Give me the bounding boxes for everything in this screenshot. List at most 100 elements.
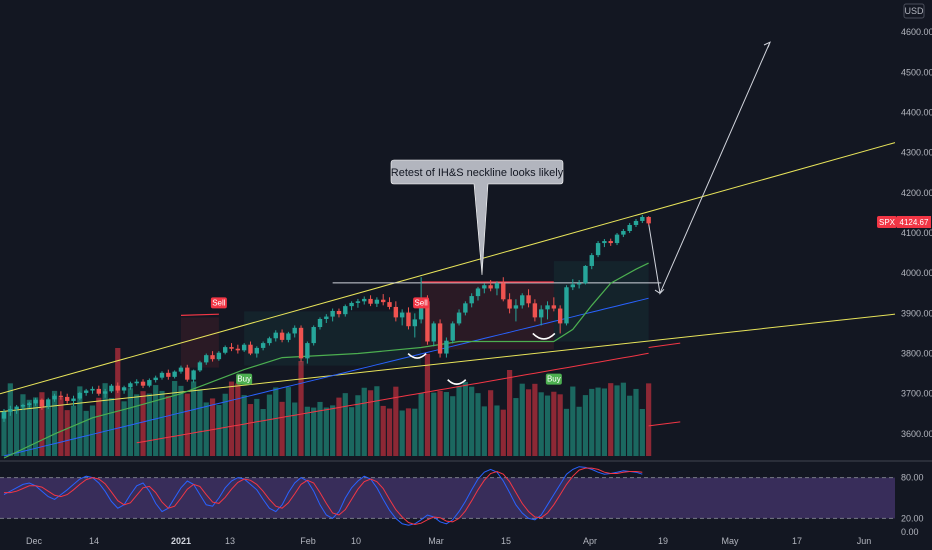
time-tick-label: 2021	[171, 536, 191, 546]
time-tick-label: Jun	[857, 536, 872, 546]
volume-bar	[26, 399, 32, 456]
volume-bar	[184, 393, 190, 456]
time-tick-label: Apr	[583, 536, 597, 546]
volume-bar	[58, 397, 64, 456]
upper-channel-line	[0, 142, 896, 395]
volume-bar	[33, 397, 39, 456]
volume-bar	[614, 385, 620, 456]
price-tick-label: 3600.00	[901, 429, 932, 439]
time-tick-label: Dec	[26, 536, 43, 546]
volume-bar	[532, 383, 538, 456]
candle-body	[475, 288, 481, 297]
candle-body	[608, 241, 613, 244]
volume-bar	[431, 392, 437, 456]
candle-body	[241, 344, 247, 351]
candle-body	[456, 312, 462, 324]
candle-body	[317, 318, 323, 328]
candle-body	[539, 309, 544, 318]
volume-bar	[323, 407, 329, 456]
candle-body	[115, 385, 120, 391]
price-tick-label: 4200.00	[901, 188, 932, 198]
time-tick-label: 15	[501, 536, 511, 546]
volume-bar	[70, 405, 77, 456]
price-tick-label: 3700.00	[901, 389, 932, 399]
annotations: Sell Buy Sell Buy Retest of IH&S neckline lo…	[210, 159, 564, 385]
volume-bar	[627, 395, 633, 456]
candle-body	[387, 302, 392, 307]
candle-body	[583, 265, 588, 284]
candle-body	[46, 399, 51, 407]
candle-body	[267, 338, 272, 344]
candle-body	[513, 305, 519, 309]
candle-body	[96, 388, 101, 394]
oscillator-d-line	[4, 467, 643, 526]
volume-bar	[361, 387, 367, 456]
candle-body	[324, 316, 329, 319]
red-ma-segment	[648, 342, 681, 348]
last-price-box	[897, 216, 931, 228]
volume-bar	[96, 397, 102, 456]
candle-body	[412, 319, 417, 327]
oscillator-tick-label: 20.00	[901, 513, 924, 523]
volume-bar	[557, 394, 563, 456]
candle-body	[235, 348, 241, 351]
candles	[1, 214, 651, 422]
candle-body	[520, 295, 525, 306]
volume-bar	[424, 354, 431, 456]
volume-bar	[481, 406, 487, 456]
volume-bar	[608, 383, 614, 456]
candle-body	[134, 381, 139, 384]
candle-body	[197, 362, 203, 371]
candle-body	[431, 323, 436, 342]
candle-body	[564, 287, 569, 324]
time-tick-label: 10	[351, 536, 361, 546]
candle-body	[71, 398, 76, 401]
volume-bar	[89, 405, 96, 456]
candle-body	[640, 216, 645, 221]
volume-bar	[317, 401, 323, 456]
candle-body	[570, 284, 575, 288]
volume-bar	[121, 401, 127, 456]
volume-bar	[399, 410, 405, 456]
trend-lines	[0, 41, 896, 459]
volume-bar	[222, 393, 228, 456]
candle-body	[545, 305, 550, 310]
oscillator-k-line	[3, 466, 643, 526]
volume-bar	[77, 386, 83, 456]
candle-body	[90, 388, 95, 391]
price-tick-label: 3900.00	[901, 308, 932, 318]
price-tick-label: 4100.00	[901, 228, 932, 238]
candle-body	[292, 327, 297, 334]
time-tick-label: 14	[89, 536, 99, 546]
volume-bar	[102, 383, 108, 456]
candle-body	[39, 399, 45, 407]
candle-body	[551, 305, 557, 309]
currency-badge[interactable]: USD	[903, 3, 925, 19]
lower-channel-line	[0, 313, 896, 413]
volume-bar	[108, 397, 115, 456]
candle-body	[576, 283, 582, 285]
volume-bar	[45, 406, 51, 456]
candle-body	[216, 352, 222, 360]
volume-bar	[538, 392, 544, 456]
candle-body	[399, 312, 405, 318]
volume-bar	[418, 393, 424, 456]
volume-bar	[469, 386, 475, 456]
volume-bar	[165, 395, 171, 456]
volume-bar	[456, 386, 462, 456]
time-axis[interactable]: Dec 14 2021 13 Feb 10 Mar 15 Apr 19 May 17 Jun	[26, 536, 871, 546]
red-ma-extension	[648, 421, 681, 427]
price-axis[interactable]: 4600.00 4500.00 4400.00 4300.00 4200.00 4100.…	[901, 27, 932, 439]
candle-body	[210, 355, 215, 360]
candle-body	[172, 371, 177, 377]
head-arc	[447, 379, 467, 385]
volume-bar	[304, 406, 310, 456]
candle-body	[343, 306, 348, 315]
time-tick-label: May	[721, 536, 739, 546]
volume-bar	[646, 383, 652, 456]
candle-body	[406, 312, 411, 327]
sell-signal-label: Sell	[414, 298, 428, 307]
candle-body	[425, 301, 430, 342]
time-tick-label: 13	[225, 536, 235, 546]
